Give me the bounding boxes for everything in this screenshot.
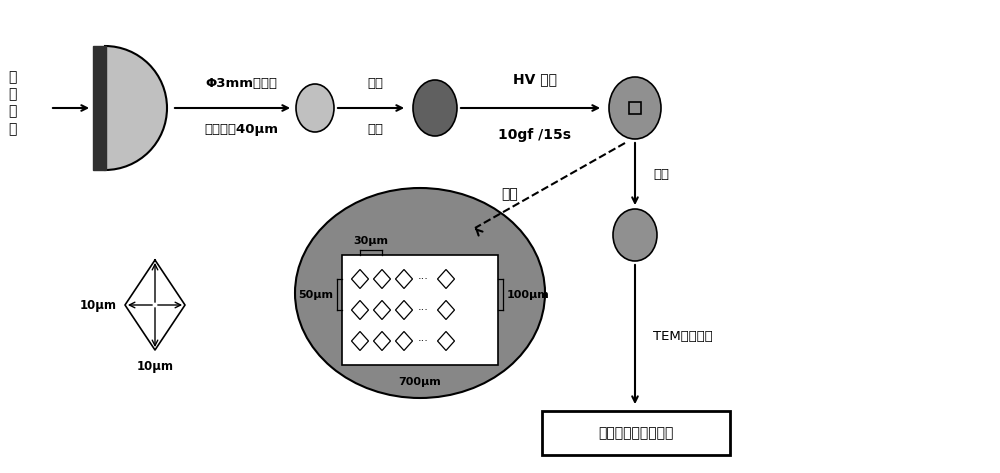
Text: 原
始
样
品: 原 始 样 品 (8, 70, 16, 136)
Text: Φ3mm的薄片: Φ3mm的薄片 (205, 77, 277, 90)
Text: 透射电镜下观察分析: 透射电镜下观察分析 (598, 426, 674, 440)
Wedge shape (105, 46, 167, 170)
Bar (542, 411, 730, 455)
Text: 抛光: 抛光 (367, 123, 383, 136)
Ellipse shape (413, 80, 457, 136)
Text: 10μm: 10μm (136, 360, 174, 373)
Text: 50μm: 50μm (298, 289, 333, 299)
Bar (629, 102, 641, 114)
Text: HV 加载: HV 加载 (513, 72, 557, 86)
Text: 100μm: 100μm (507, 289, 550, 299)
Text: 700μm: 700μm (399, 377, 441, 387)
Text: 10gf /15s: 10gf /15s (498, 128, 572, 142)
Ellipse shape (609, 77, 661, 139)
Text: 放大: 放大 (502, 187, 518, 201)
Text: ···: ··· (418, 336, 429, 346)
Ellipse shape (295, 188, 545, 398)
Text: 10μm: 10μm (80, 298, 117, 312)
Text: TEM观察样品: TEM观察样品 (653, 330, 713, 343)
Ellipse shape (613, 209, 657, 261)
Ellipse shape (296, 84, 334, 132)
Text: 表面: 表面 (367, 77, 383, 90)
Text: 30μm: 30μm (354, 236, 388, 246)
Text: ···: ··· (418, 305, 429, 315)
Text: ···: ··· (418, 274, 429, 284)
Text: 并研磨至40μm: 并研磨至40μm (204, 123, 278, 136)
Text: 减薄: 减薄 (653, 167, 669, 181)
Bar (93, 46, 106, 170)
Bar (342, 255, 498, 365)
